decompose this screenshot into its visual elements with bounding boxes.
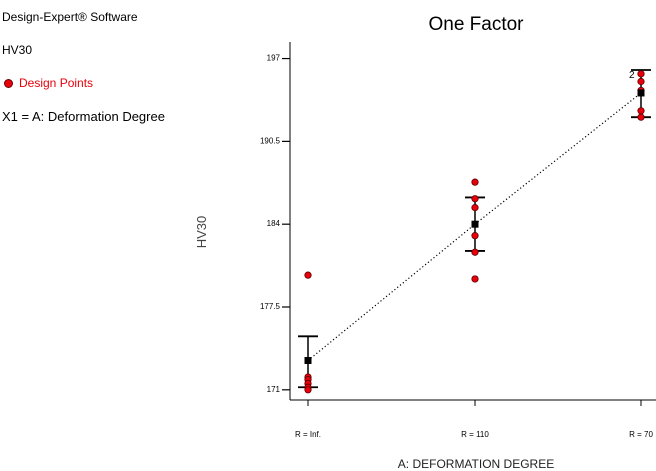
x-tick-label: R = 70 bbox=[629, 430, 653, 439]
y-tick-label: 184 bbox=[267, 219, 281, 228]
design-point bbox=[471, 232, 479, 240]
fit-segment bbox=[307, 223, 476, 361]
design-point bbox=[471, 248, 479, 256]
predicted-mean bbox=[637, 89, 645, 97]
plot-frame bbox=[289, 42, 656, 401]
y-tick-label: 177.5 bbox=[260, 302, 281, 311]
design-point bbox=[471, 195, 479, 203]
x-tick-label: R = Inf. bbox=[295, 430, 321, 439]
design-point bbox=[637, 70, 645, 78]
design-point bbox=[471, 178, 479, 186]
predicted-means bbox=[304, 89, 645, 365]
design-point bbox=[471, 204, 479, 212]
chart-title: One Factor bbox=[428, 14, 524, 35]
y-tick-label: 171 bbox=[267, 385, 281, 394]
response-name: HV30 bbox=[2, 43, 33, 57]
design-point bbox=[637, 107, 645, 115]
predicted-mean bbox=[471, 220, 479, 228]
factor-label: X1 = A: Deformation Degree bbox=[2, 109, 165, 124]
software-name: Design-Expert® Software bbox=[2, 10, 138, 24]
y-axis-ticks: 197 190.5 184 177.5 171 bbox=[260, 54, 290, 394]
y-axis-label: HV30 bbox=[194, 216, 209, 249]
interval-bars bbox=[298, 69, 651, 389]
point-count-label: 2 bbox=[629, 70, 635, 81]
x-tick-label: R = 110 bbox=[461, 430, 489, 439]
design-point bbox=[471, 275, 479, 283]
design-point-marker-icon bbox=[4, 78, 13, 88]
design-point bbox=[304, 386, 312, 394]
design-point bbox=[637, 113, 645, 121]
predicted-mean bbox=[304, 357, 312, 365]
y-tick-label: 197 bbox=[267, 54, 281, 63]
fit-segment bbox=[474, 92, 642, 225]
legend-design-points: Design Points bbox=[2, 76, 93, 90]
x-axis-ticks: R = Inf. R = 110 R = 70 bbox=[295, 400, 653, 439]
x-axis-label: A: DEFORMATION DEGREE bbox=[398, 457, 554, 471]
design-point bbox=[637, 77, 645, 86]
design-point bbox=[304, 271, 312, 279]
y-tick-label: 190.5 bbox=[260, 136, 281, 145]
design-points: 2 bbox=[304, 70, 645, 394]
legend-label: Design Points bbox=[19, 76, 94, 90]
